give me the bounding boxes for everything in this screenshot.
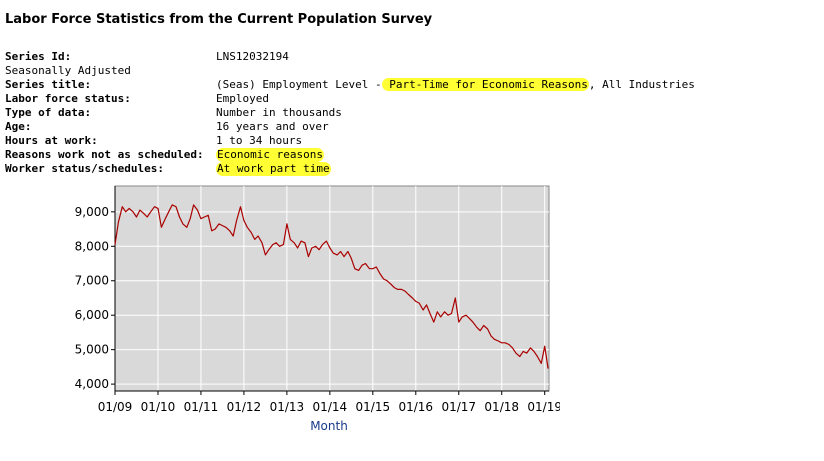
reasons-value: Economic reasons xyxy=(216,148,324,162)
age-label: Age: xyxy=(5,120,32,133)
x-tick-label: 01/12 xyxy=(227,400,262,414)
reasons-row: Reasons work not as scheduled: Economic … xyxy=(5,148,324,162)
reasons-label: Reasons work not as scheduled: xyxy=(5,148,204,161)
y-tick-label: 5,000 xyxy=(75,343,109,357)
x-tick-label: 01/15 xyxy=(356,400,391,414)
age-row: Age: 16 years and over xyxy=(5,120,329,134)
x-tick-label: 01/11 xyxy=(184,400,219,414)
y-tick-label: 8,000 xyxy=(75,239,109,253)
hours-at-work-value: 1 to 34 hours xyxy=(216,134,303,147)
y-tick-label: 4,000 xyxy=(75,377,109,391)
series-line xyxy=(114,204,549,369)
y-tick-label: 7,000 xyxy=(75,274,109,288)
series-title-value: (Seas) Employment Level - Part-Time for … xyxy=(216,78,695,92)
series-id-label: Series Id: xyxy=(5,50,72,63)
x-tick-label: 01/18 xyxy=(484,400,519,414)
labor-force-status-value: Employed xyxy=(216,92,269,105)
series-title-label: Series title: xyxy=(5,78,92,91)
series-metadata: Series Id: LNS12032194 Seasonally Adjust… xyxy=(5,50,695,176)
page-title: Labor Force Statistics from the Current … xyxy=(5,12,433,27)
x-tick-label: 01/14 xyxy=(313,400,348,414)
worker-status-row: Worker status/schedules: At work part ti… xyxy=(5,162,331,176)
x-tick-label: 01/10 xyxy=(141,400,176,414)
series-title-prefix: (Seas) Employment Level - xyxy=(216,78,382,91)
series-title-suffix: , All Industries xyxy=(588,78,695,91)
y-tick-label: 6,000 xyxy=(75,308,109,322)
series-title-highlight: Part-Time for Economic Reasons xyxy=(381,78,589,91)
hours-at-work-row: Hours at work: 1 to 34 hours xyxy=(5,134,302,148)
worker-status-label: Worker status/schedules: xyxy=(5,162,164,175)
x-tick-label: 01/09 xyxy=(98,400,133,414)
seasonal-row: Seasonally Adjusted xyxy=(5,64,131,78)
labor-force-status-label: Labor force status: xyxy=(5,92,131,105)
employment-line-chart: 4,000 5,000 6,000 7,000 8,000 9,000 01/09 01/10… xyxy=(75,185,560,433)
labor-force-status-row: Labor force status: Employed xyxy=(5,92,269,106)
x-tick-label: 01/16 xyxy=(398,400,433,414)
type-of-data-value: Number in thousands xyxy=(216,106,342,119)
x-tick-label: 01/13 xyxy=(270,400,305,414)
age-value: 16 years and over xyxy=(216,120,329,133)
x-axis-label: Month xyxy=(310,419,348,433)
type-of-data-label: Type of data: xyxy=(5,106,92,119)
type-of-data-row: Type of data: Number in thousands xyxy=(5,106,342,120)
y-tick-label: 9,000 xyxy=(75,205,109,219)
plot-area xyxy=(114,185,550,392)
seasonal-text: Seasonally Adjusted xyxy=(5,64,131,77)
series-title-row: Series title: (Seas) Employment Level - … xyxy=(5,78,695,92)
hours-at-work-label: Hours at work: xyxy=(5,134,98,147)
x-tick-label: 01/17 xyxy=(441,400,476,414)
series-id-row: Series Id: LNS12032194 xyxy=(5,50,289,64)
x-tick-label: 01/19 xyxy=(527,400,560,414)
worker-status-value: At work part time xyxy=(216,162,331,176)
series-id-value: LNS12032194 xyxy=(216,50,289,63)
